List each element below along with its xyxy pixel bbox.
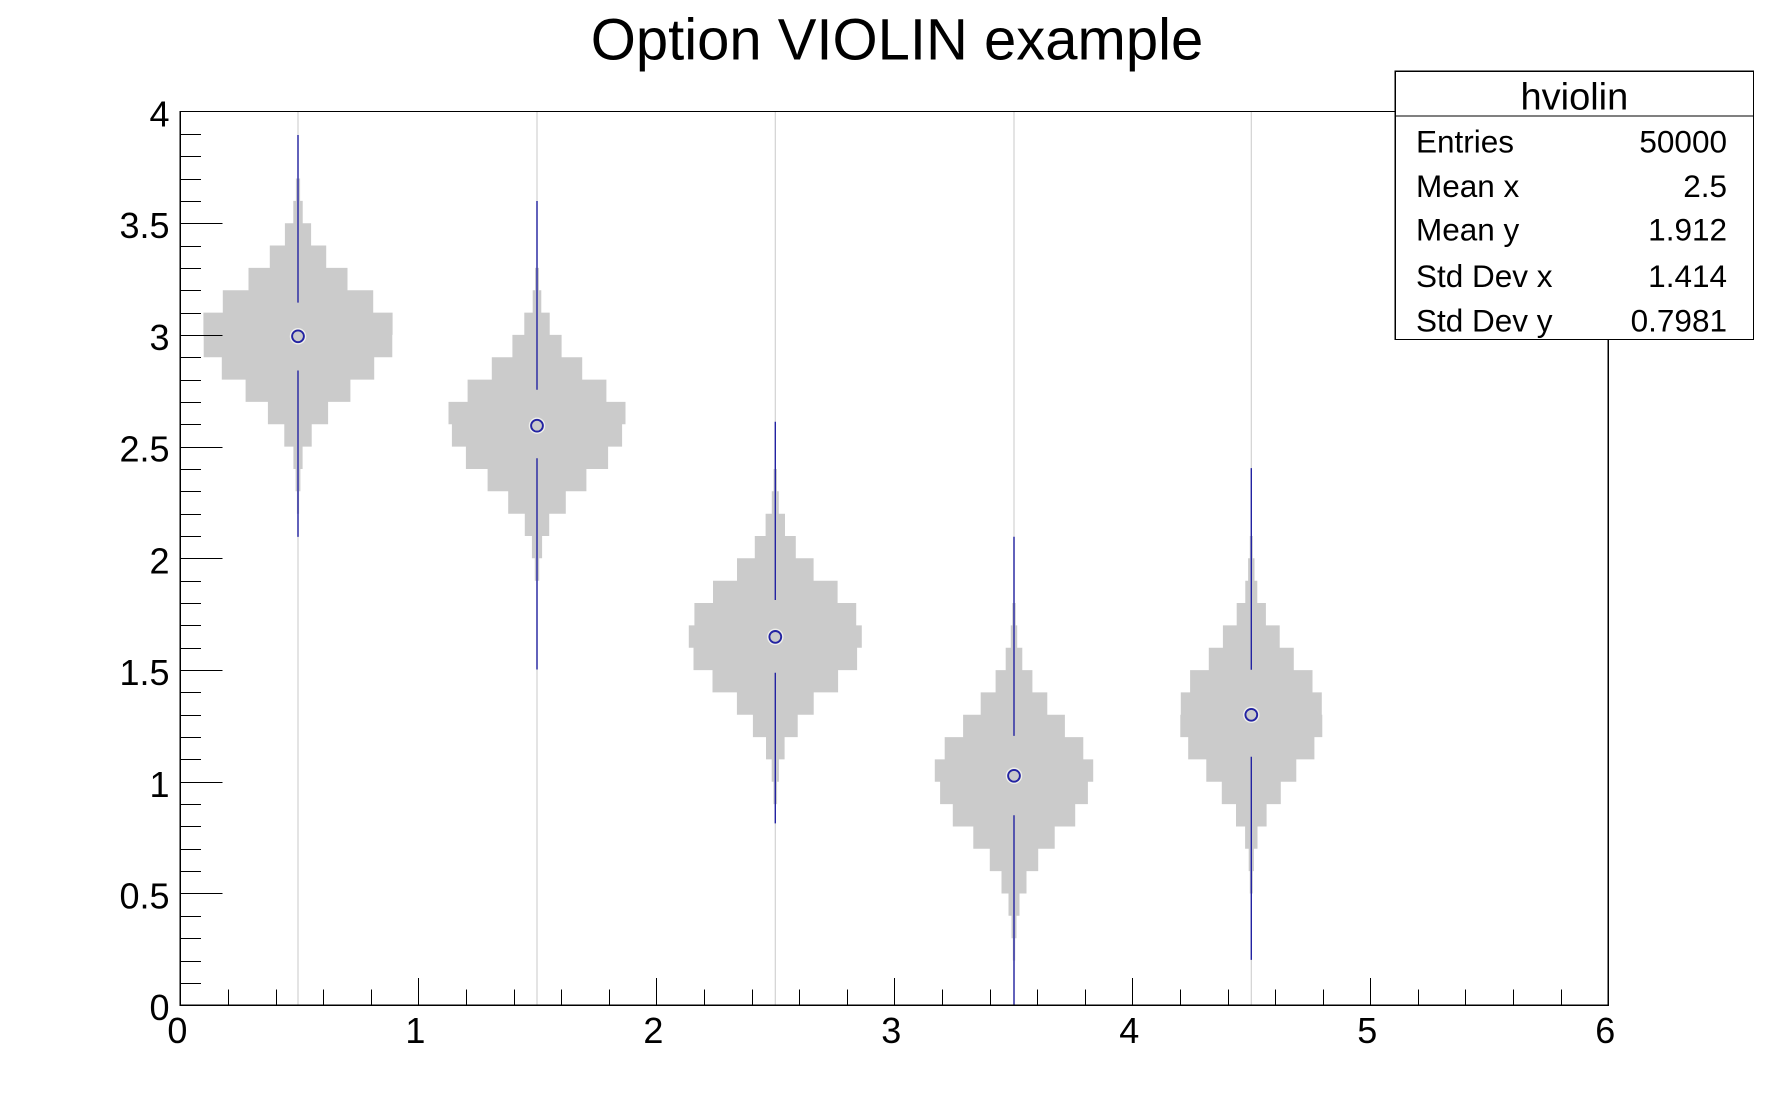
svg-text:0.7981: 0.7981	[1631, 302, 1727, 338]
svg-text:4: 4	[149, 94, 169, 135]
svg-text:3.5: 3.5	[119, 205, 169, 246]
svg-text:2.5: 2.5	[119, 429, 169, 470]
svg-text:Mean y: Mean y	[1416, 212, 1520, 248]
svg-text:3: 3	[881, 1010, 901, 1051]
svg-text:0: 0	[149, 987, 169, 1028]
svg-text:Std Dev x: Std Dev x	[1416, 258, 1553, 294]
svg-text:3: 3	[149, 317, 169, 358]
svg-text:Mean x: Mean x	[1416, 168, 1520, 204]
svg-text:2: 2	[149, 540, 169, 581]
svg-text:1: 1	[149, 764, 169, 805]
svg-text:6: 6	[1595, 1010, 1615, 1051]
svg-text:hviolin: hviolin	[1521, 77, 1629, 119]
svg-text:Entries: Entries	[1416, 124, 1514, 160]
svg-text:2.5: 2.5	[1683, 168, 1727, 204]
svg-text:1.414: 1.414	[1648, 258, 1727, 294]
svg-text:0.5: 0.5	[119, 876, 169, 917]
svg-text:2: 2	[643, 1010, 663, 1051]
svg-text:1: 1	[405, 1010, 425, 1051]
svg-text:50000: 50000	[1639, 124, 1727, 160]
svg-text:Std Dev y: Std Dev y	[1416, 302, 1553, 338]
svg-text:5: 5	[1357, 1010, 1377, 1051]
svg-text:1.912: 1.912	[1648, 212, 1727, 248]
svg-text:4: 4	[1119, 1010, 1139, 1051]
svg-text:1.5: 1.5	[119, 652, 169, 693]
svg-text:0: 0	[167, 1010, 187, 1051]
svg-text:Option VIOLIN example: Option VIOLIN example	[591, 8, 1204, 73]
